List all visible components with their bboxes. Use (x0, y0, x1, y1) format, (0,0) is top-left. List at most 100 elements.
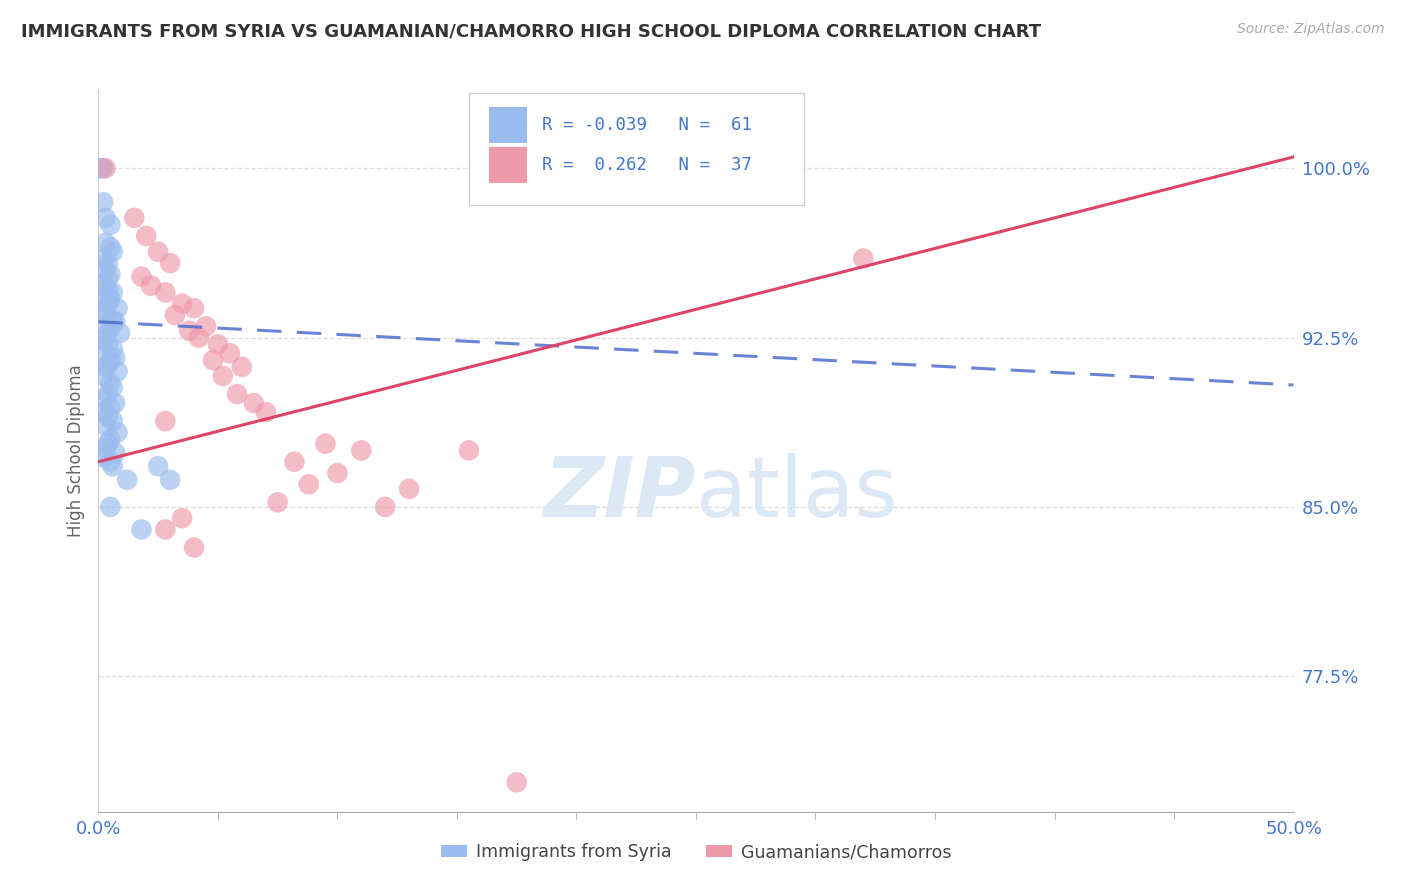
Point (101, 312, 124, 326)
Point (94, 346, 117, 360)
FancyBboxPatch shape (470, 93, 804, 205)
Point (91, 306, 114, 320)
Point (350, 443, 373, 458)
Point (107, 425, 129, 440)
Point (97, 436, 120, 450)
Point (219, 346, 242, 360)
Point (107, 301, 129, 316)
Point (283, 455, 305, 469)
Point (98, 500, 122, 514)
Point (97, 296, 120, 310)
Point (91, 195, 114, 210)
Point (91, 368, 114, 383)
Point (243, 396, 266, 410)
Point (104, 351, 127, 365)
Point (211, 368, 233, 383)
Point (97, 319, 120, 334)
Point (108, 326, 131, 340)
Text: R = -0.039   N =  61: R = -0.039 N = 61 (541, 116, 752, 135)
Point (852, 252, 875, 266)
Point (159, 473, 181, 487)
Point (172, 296, 194, 310)
Point (94, 161, 117, 176)
Point (97, 387, 120, 401)
Text: ZIP: ZIP (543, 453, 696, 534)
Point (155, 523, 177, 537)
Point (159, 256, 181, 270)
Point (97, 358, 120, 372)
Point (91, 333, 114, 347)
Point (97, 409, 120, 424)
Text: Source: ZipAtlas.com: Source: ZipAtlas.com (1237, 22, 1385, 37)
Point (506, 775, 529, 789)
Point (94, 418, 117, 433)
Point (254, 405, 277, 419)
Text: IMMIGRANTS FROM SYRIA VS GUAMANIAN/CHAMORRO HIGH SCHOOL DIPLOMA CORRELATION CHAR: IMMIGRANTS FROM SYRIA VS GUAMANIAN/CHAMO… (21, 22, 1042, 40)
Point (148, 459, 170, 474)
Point (94, 328, 117, 343)
Point (124, 211, 146, 225)
Point (202, 353, 225, 368)
Point (94, 441, 117, 455)
Point (101, 342, 124, 356)
Point (326, 466, 349, 480)
Point (131, 523, 153, 537)
Point (98, 432, 122, 446)
Point (231, 359, 253, 374)
Point (101, 380, 124, 394)
Point (135, 229, 157, 244)
Point (91, 450, 114, 465)
Point (98, 292, 122, 306)
Point (97, 337, 120, 351)
Point (94, 211, 117, 225)
Point (94, 308, 117, 322)
Point (94, 359, 117, 374)
Point (98, 218, 122, 232)
Point (97, 256, 120, 270)
Point (155, 285, 177, 300)
Point (98, 376, 122, 390)
Point (101, 244, 124, 259)
Point (94, 392, 117, 406)
Point (91, 405, 114, 419)
Point (91, 278, 114, 293)
Point (101, 285, 124, 300)
Point (398, 482, 420, 496)
Point (107, 364, 129, 378)
Legend: Immigrants from Syria, Guamanians/Chamorros: Immigrants from Syria, Guamanians/Chamor… (434, 836, 957, 868)
Point (374, 500, 396, 514)
Point (131, 269, 153, 284)
Text: atlas: atlas (696, 453, 897, 534)
Bar (489, 147, 527, 183)
Point (94, 262, 117, 277)
Point (98, 353, 122, 368)
Point (94, 290, 117, 304)
Point (101, 459, 124, 474)
Point (172, 511, 194, 525)
Point (115, 473, 138, 487)
Point (91, 161, 114, 176)
Point (179, 324, 201, 338)
Point (97, 272, 120, 286)
Point (163, 308, 186, 322)
Point (98, 268, 122, 282)
Point (183, 301, 205, 316)
Point (183, 541, 205, 555)
Point (98, 240, 122, 254)
Point (226, 387, 249, 401)
Point (139, 278, 162, 293)
Point (98, 321, 122, 335)
Point (207, 337, 229, 351)
Point (267, 495, 290, 509)
Point (98, 401, 122, 415)
Point (90, 161, 112, 176)
Point (91, 252, 114, 266)
Point (315, 436, 337, 450)
Point (97, 283, 120, 297)
Text: R =  0.262   N =  37: R = 0.262 N = 37 (541, 156, 752, 174)
Y-axis label: High School Diploma: High School Diploma (66, 364, 84, 537)
Point (104, 396, 127, 410)
Point (98, 455, 122, 469)
Point (195, 319, 218, 334)
Point (104, 315, 127, 329)
